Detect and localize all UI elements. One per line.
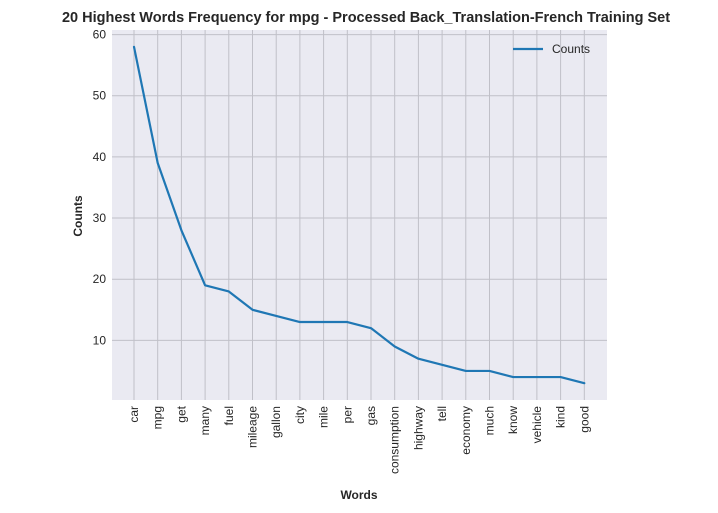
x-tick-label-much: much — [483, 406, 497, 435]
y-tick-label: 30 — [93, 211, 107, 225]
y-tick-label: 10 — [93, 333, 107, 347]
series-line-counts — [132, 45, 586, 385]
x-tick-label-get: get — [174, 405, 188, 422]
x-tick-label-kind: kind — [554, 406, 568, 428]
x-tick-label-gallon: gallon — [269, 406, 283, 438]
plot-area — [112, 30, 607, 400]
x-tick-label-vehicle: vehicle — [530, 406, 544, 444]
x-tick-label-car: car — [127, 406, 141, 423]
x-tick-labels: car mpg get many fuel mileage gallon city mile pe… — [127, 405, 591, 474]
chart-title: 20 Highest Words Frequency for mpg - Pro… — [62, 10, 670, 26]
y-tick-label: 50 — [93, 89, 107, 103]
x-tick-label-fuel: fuel — [222, 406, 236, 425]
x-tick-label-per: per — [340, 406, 354, 423]
y-tick-label: 60 — [93, 28, 107, 42]
y-tick-labels: 10 20 30 40 50 60 — [93, 28, 107, 348]
x-tick-label-good: good — [577, 406, 591, 433]
x-tick-label-gas: gas — [364, 406, 378, 425]
x-tick-label-consumption: consumption — [388, 406, 402, 474]
x-tick-label-mile: mile — [317, 406, 331, 428]
y-tick-label: 40 — [93, 150, 107, 164]
grid-y — [112, 34, 607, 341]
x-tick-label-highway: highway — [411, 406, 425, 450]
y-axis-label: Counts — [71, 195, 85, 237]
x-tick-label-mpg: mpg — [151, 406, 165, 429]
y-tick-label: 20 — [93, 272, 107, 286]
x-tick-label-economy: economy — [459, 406, 473, 455]
x-axis-label: Words — [340, 488, 377, 502]
legend-label: Counts — [552, 42, 590, 56]
legend: Counts — [513, 42, 590, 56]
x-tick-label-tell: tell — [435, 406, 449, 421]
grid-x — [133, 30, 585, 400]
x-tick-label-many: many — [198, 406, 212, 435]
x-tick-label-city: city — [293, 406, 307, 424]
x-tick-label-mileage: mileage — [246, 406, 260, 448]
x-tick-label-know: know — [506, 406, 520, 434]
